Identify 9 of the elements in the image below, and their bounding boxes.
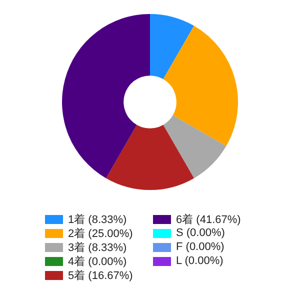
legend-label: F (0.00%) — [176, 241, 224, 253]
legend-label: S (0.00%) — [176, 227, 225, 239]
legend-label: 2着 (25.00%) — [68, 226, 133, 240]
legend-label: 5着 (16.67%) — [68, 268, 133, 282]
legend-label: 6着 (41.67%) — [176, 212, 241, 226]
legend-label: 1着 (8.33%) — [68, 212, 127, 226]
legend-label: L (0.00%) — [176, 255, 224, 267]
legend-label: 4着 (0.00%) — [68, 254, 127, 268]
legend-label: 3着 (8.33%) — [68, 240, 127, 254]
